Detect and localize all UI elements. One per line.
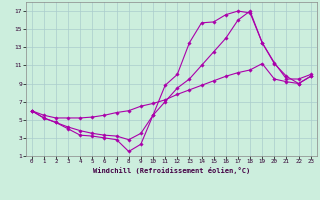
X-axis label: Windchill (Refroidissement éolien,°C): Windchill (Refroidissement éolien,°C) [92, 167, 250, 174]
